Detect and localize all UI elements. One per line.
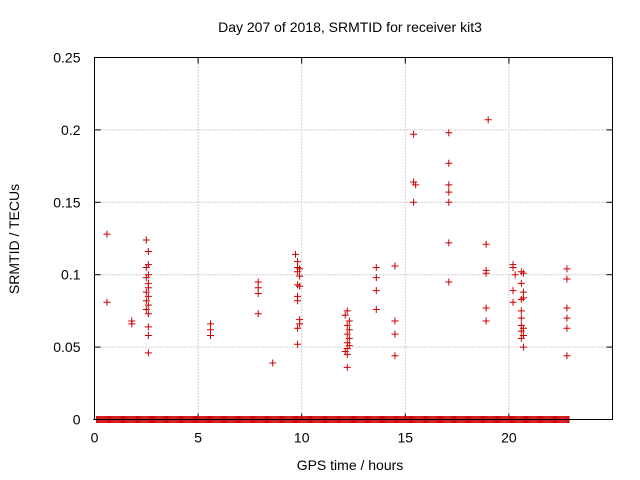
y-axis-label: SRMTID / TECUs [6,184,22,294]
data-point [391,262,399,270]
data-point [343,330,351,338]
data-point [563,352,571,360]
data-point [296,265,304,273]
data-point [517,327,525,335]
data-point [445,198,453,206]
data-point [445,278,453,286]
data-point [445,239,453,247]
data-point [142,263,150,271]
data-point [207,332,215,340]
data-point [144,284,152,292]
x-tick-label: 5 [194,430,202,446]
data-point [291,250,299,258]
data-point [343,321,351,329]
data-point [345,334,353,342]
data-point [445,181,453,189]
data-point [103,230,111,238]
data-point [144,248,152,256]
data-point [343,350,351,358]
data-point [144,301,152,309]
data-point [372,287,380,295]
x-tick-label: 20 [501,430,517,446]
data-point [511,271,519,279]
chart-title: Day 207 of 2018, SRMTID for receiver kit… [218,19,482,35]
data-point [343,307,351,315]
tick-labels: 0 5 10 15 20 0 0.05 0.1 0.15 0.2 0.25 [53,50,517,446]
plot-frame [94,57,613,420]
data-point [144,332,152,340]
data-point [563,324,571,332]
data-point [445,188,453,196]
data-point [254,310,262,318]
data-point [482,240,490,248]
data-point [517,307,525,315]
data-point [509,263,517,271]
data-point [269,359,277,367]
data-point [341,311,349,319]
data-point [142,297,150,305]
data-point [294,297,302,305]
x-tick-label: 10 [294,430,310,446]
y-tick-label: 0 [73,412,81,428]
x-tick-label: 15 [398,430,414,446]
data-point [142,274,150,282]
data-point [345,326,353,334]
axis-ticks [94,57,613,420]
y-tick-label: 0.2 [61,122,81,138]
data-point [142,305,150,313]
x-axis-label: GPS time / hours [297,457,404,473]
data-point [509,287,517,295]
y-tick-label: 0.05 [53,339,80,355]
data-point [345,317,353,325]
data-point [343,363,351,371]
data-point [519,269,527,277]
data-point [142,288,150,296]
data-point [144,349,152,357]
data-point [294,340,302,348]
y-tick-label: 0.15 [53,194,80,210]
data-point [144,323,152,331]
data-point [563,275,571,283]
data-point [410,130,418,138]
data-point [103,298,111,306]
data-point [296,272,304,280]
data-point [484,116,492,124]
data-point [296,282,304,290]
data-point [372,274,380,282]
data-point [128,320,136,328]
y-tick-label: 0.25 [53,50,80,66]
data-point [296,320,304,328]
data-points [93,116,573,423]
data-point [142,236,150,244]
data-point [517,314,525,322]
data-point [482,317,490,325]
data-point [509,298,517,306]
y-tick-label: 0.1 [61,267,81,283]
data-point [445,159,453,167]
data-point [563,265,571,273]
data-point [482,304,490,312]
data-point [563,314,571,322]
data-point [144,292,152,300]
data-point [482,269,490,277]
data-point [517,334,525,342]
data-point [517,295,525,303]
data-point [391,352,399,360]
data-point [519,343,527,351]
data-point [517,279,525,287]
data-point [294,324,302,332]
data-point [410,198,418,206]
data-point [372,263,380,271]
data-point [144,310,152,318]
x-tick-label: 0 [91,430,99,446]
data-point [372,305,380,313]
data-point [254,290,262,298]
data-point [391,330,399,338]
data-point [412,181,420,189]
data-point [445,129,453,137]
grid-lines [94,57,613,420]
data-point [563,304,571,312]
data-point [391,317,399,325]
